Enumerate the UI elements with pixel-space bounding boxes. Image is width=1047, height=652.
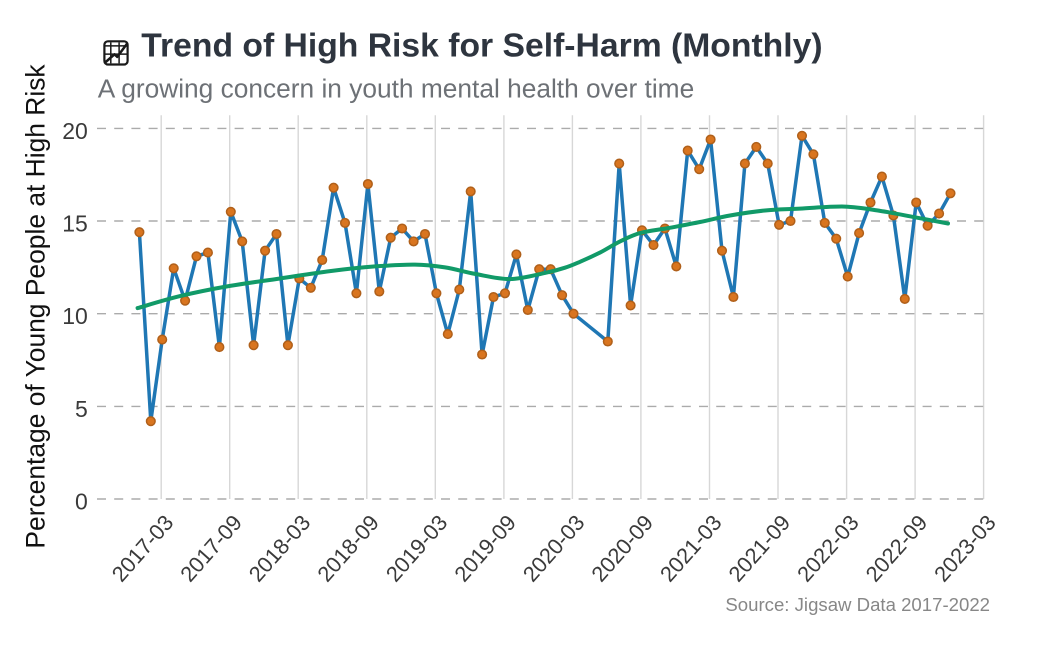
svg-text:A growing concern in youth men: A growing concern in youth mental health…	[98, 74, 694, 104]
svg-text:20: 20	[62, 118, 88, 144]
svg-text:Percentage of Young People at: Percentage of Young People at High Risk	[21, 64, 51, 549]
svg-text:Source: Jigsaw Data 2017-2022: Source: Jigsaw Data 2017-2022	[725, 594, 990, 615]
svg-text:10: 10	[62, 303, 88, 329]
svg-text:Trend of High Risk for Self-Ha: Trend of High Risk for Self-Harm (Monthl…	[141, 27, 822, 65]
svg-text:5: 5	[75, 396, 88, 422]
svg-text:15: 15	[62, 210, 88, 236]
svg-text:0: 0	[75, 488, 88, 514]
